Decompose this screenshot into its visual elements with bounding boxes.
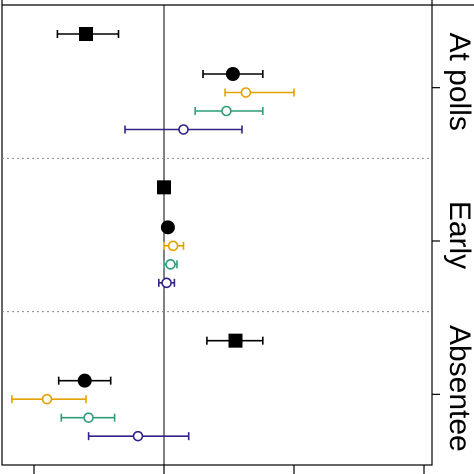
data-point (56, 27, 120, 41)
circle-marker (77, 373, 92, 388)
open-circle-marker (165, 259, 176, 270)
open-circle-marker (161, 277, 172, 289)
square-marker (157, 180, 171, 195)
open-circle-marker (167, 240, 179, 252)
panel-label: At polls (443, 32, 474, 130)
data-point (87, 430, 190, 442)
circle-marker (225, 67, 240, 81)
square-marker (228, 333, 243, 348)
open-circle-marker (132, 430, 144, 442)
data-point (160, 220, 175, 235)
data-point (163, 259, 178, 270)
panel-label: Early (443, 201, 474, 269)
data-point (206, 333, 264, 348)
data-point (224, 87, 295, 98)
circle-marker (160, 220, 175, 235)
open-circle-marker (178, 124, 189, 135)
panel-label: Absentee (443, 325, 474, 452)
data-point (194, 105, 264, 117)
data-point (163, 240, 185, 252)
data-point (158, 277, 176, 289)
data-point (202, 67, 264, 81)
open-circle-marker (83, 412, 94, 423)
data-point (124, 124, 243, 135)
plot-frame (1, 0, 433, 466)
data-point (57, 373, 112, 388)
open-circle-marker (221, 105, 232, 117)
data-point (11, 393, 87, 405)
data-point (157, 180, 171, 195)
data-point (60, 412, 116, 423)
open-circle-marker (41, 393, 53, 405)
open-circle-marker (240, 87, 252, 98)
square-marker (79, 27, 93, 41)
